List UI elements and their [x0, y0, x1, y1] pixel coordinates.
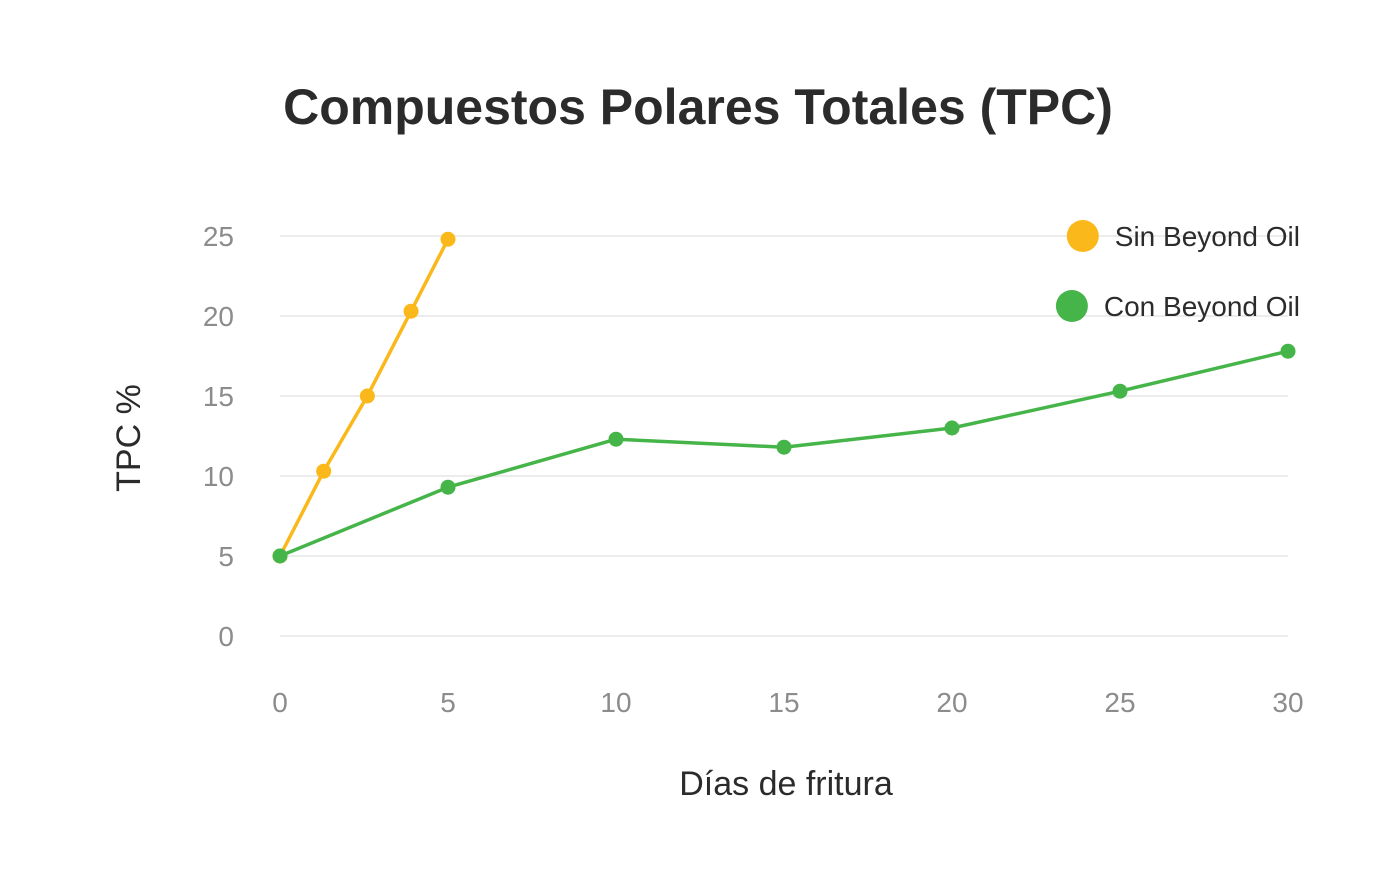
data-point	[440, 231, 456, 247]
x-tick-label: 30	[1272, 687, 1303, 718]
data-point	[316, 463, 332, 479]
legend-item: Sin Beyond Oil	[1066, 220, 1300, 252]
x-tick-label: 0	[272, 687, 288, 718]
series-1	[272, 231, 456, 564]
y-axis-ticks: 0 5 10 15 20 25	[203, 221, 234, 652]
data-point	[944, 420, 960, 436]
y-axis-label: TPC %	[110, 384, 148, 492]
x-tick-label: 10	[600, 687, 631, 718]
data-point	[272, 548, 288, 564]
x-tick-label: 25	[1104, 687, 1135, 718]
y-tick-label: 20	[203, 301, 234, 332]
chart-title: Compuestos Polares Totales (TPC)	[283, 79, 1113, 135]
legend-label: Con Beyond Oil	[1104, 291, 1300, 322]
y-tick-label: 0	[218, 621, 234, 652]
data-point	[1280, 343, 1296, 359]
data-point	[776, 439, 792, 455]
y-tick-label: 25	[203, 221, 234, 252]
x-axis-ticks: 0 5 10 15 20 25 30	[272, 687, 1303, 718]
x-tick-label: 20	[936, 687, 967, 718]
x-axis-label: Días de fritura	[679, 765, 893, 803]
data-point	[1112, 383, 1128, 399]
legend-label: Sin Beyond Oil	[1115, 221, 1300, 252]
legend-item: Con Beyond Oil	[1055, 290, 1300, 322]
legend-marker	[1066, 220, 1099, 252]
legend-marker	[1055, 290, 1088, 322]
y-tick-label: 10	[203, 461, 234, 492]
data-point	[403, 303, 419, 319]
x-tick-label: 5	[440, 687, 456, 718]
series-layer	[272, 231, 1296, 564]
data-point	[440, 479, 456, 495]
data-point	[608, 431, 624, 447]
y-tick-label: 15	[203, 381, 234, 412]
series-2	[272, 343, 1296, 564]
legend: Sin Beyond Oil Con Beyond Oil	[1055, 220, 1300, 322]
data-point	[359, 388, 375, 404]
y-tick-label: 5	[218, 541, 234, 572]
x-tick-label: 15	[768, 687, 799, 718]
